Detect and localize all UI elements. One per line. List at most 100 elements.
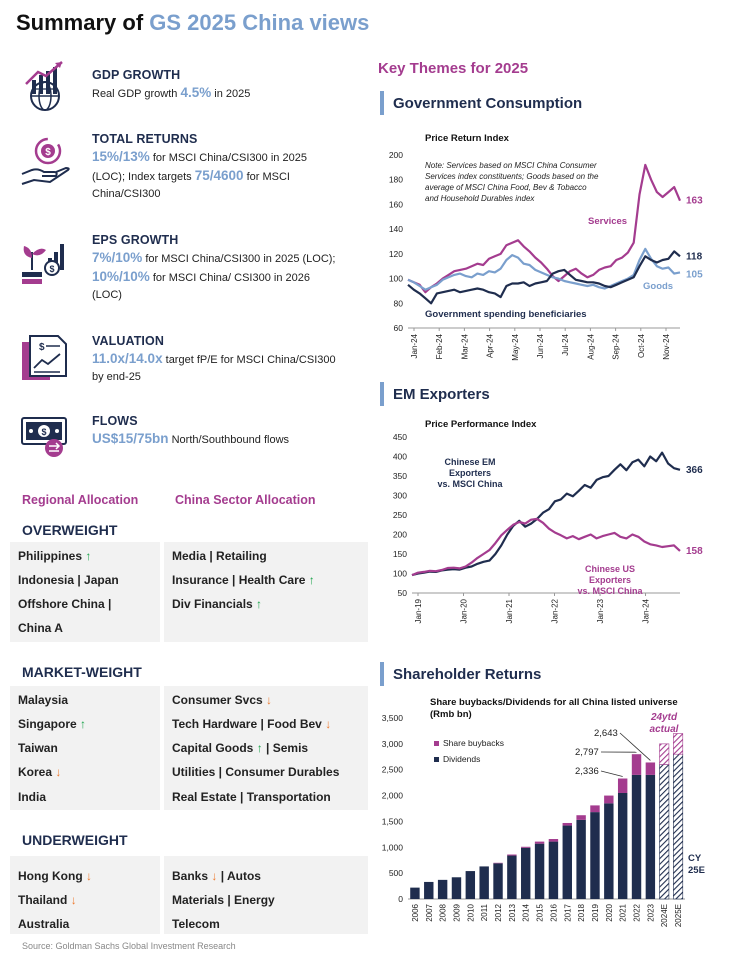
returns-text-2: for MSCI China/CSI300	[92, 171, 290, 200]
series-label-services: Services	[588, 216, 627, 227]
flows-block: FLOWS US$15/75bn North/Southbound flows	[92, 414, 337, 449]
gdp-heading: GDP GROWTH	[92, 68, 181, 82]
down-arrow-icon: ↓	[211, 869, 218, 883]
sector-utilities-durables: Utilities | Consumer Durables	[172, 765, 340, 779]
x-tick-label: Jan-23	[596, 598, 605, 623]
down-arrow-icon: ↓	[86, 869, 92, 883]
sector-banks-autos: Banks ↓ | Autos	[172, 869, 261, 883]
valuation-block: VALUATION 11.0x/14.0x target fP/E for MS…	[92, 334, 337, 386]
section-shareholder-returns: Shareholder Returns	[393, 666, 542, 683]
region-philippines: Philippines ↑	[18, 549, 92, 563]
y-tick-label: 180	[389, 175, 403, 185]
underweight-sector-box	[164, 856, 368, 934]
x-tick-label: Feb-24	[435, 333, 444, 359]
bar-dividends-2020	[604, 803, 614, 899]
region-malaysia: Malaysia	[18, 693, 69, 707]
price-performance-index-chart: 50 100 150 200 250 300 350 400 450 Jan-19 Jan-20 Ja…	[393, 432, 703, 623]
bar-dividends-2009	[451, 877, 462, 899]
svg-text:$: $	[49, 264, 54, 274]
eps-text-2: for MSCI China/ CSI300 in 2026 (LOC)	[92, 272, 310, 301]
total-returns-block: TOTAL RETURNS 15%/13% for MSCI China/CSI…	[92, 132, 337, 203]
series-label-us-exporters: Chinese US	[585, 564, 635, 574]
annotation-cy: CY	[688, 853, 702, 864]
svg-text:$: $	[45, 147, 51, 158]
series-line-2	[411, 517, 681, 577]
annotation-25e: 25E	[688, 865, 705, 876]
series-line-1	[407, 163, 682, 294]
data-label-leader	[619, 732, 651, 761]
bar-buybacks-2016	[548, 839, 559, 842]
series-line-1	[411, 451, 681, 577]
eps-growth-block: EPS GROWTH 7%/10% for MSCI China/CSI300 …	[92, 233, 337, 304]
series-label-us-exporters: vs. MSCI China	[577, 586, 643, 596]
x-tick-label: Jun-24	[536, 333, 545, 358]
flows-value: US$15/75bn	[92, 431, 169, 446]
sector-telecom: Telecom	[172, 917, 220, 931]
y-tick-label: 120	[389, 249, 403, 259]
bar-dividends-2011	[479, 866, 489, 899]
bar-dividends-2025E	[673, 753, 684, 900]
y-tick-label: 2,500	[382, 765, 404, 775]
series-label-goods: Goods	[643, 281, 673, 292]
y-tick-label: 300	[393, 491, 407, 501]
x-tick-label: 2007	[425, 903, 434, 921]
shareholder-returns-chart: 0 500 1,000 1,500 2,000 2,500 3,000 3,500 2006 20…	[382, 712, 705, 927]
bar-buybacks-2025E	[673, 733, 684, 755]
overweight-regional-box	[10, 542, 160, 642]
x-tick-label: 2022	[633, 903, 642, 921]
sector-insurance-health: Insurance | Health Care ↑	[172, 573, 315, 587]
chart-note-line: Services index constituents; Goods based…	[425, 172, 599, 181]
down-arrow-icon: ↓	[55, 765, 62, 779]
bar-dividends-2017	[562, 825, 572, 899]
section-accent-bar	[380, 662, 384, 686]
marketweight-header: MARKET-WEIGHT	[22, 664, 142, 680]
y-tick-label: 400	[393, 452, 407, 462]
y-tick-label: 500	[389, 868, 403, 878]
data-label: 2,336	[575, 766, 599, 777]
series-line-3	[407, 250, 681, 305]
bar-dividends-2013	[507, 855, 517, 899]
section-government-consumption: Government Consumption	[393, 95, 583, 112]
region-india: India	[18, 790, 47, 804]
gdp-growth-block: GDP GROWTH Real GDP growth 4.5% in 2025	[92, 68, 337, 103]
x-tick-label: 2015	[536, 903, 545, 921]
series-line-2	[407, 247, 681, 291]
x-tick-label: 2016	[549, 903, 558, 921]
x-tick-label: 2017	[563, 903, 572, 921]
sector-consumer-svcs: Consumer Svcs ↓	[172, 693, 273, 707]
y-tick-label: 1,000	[382, 842, 404, 852]
up-arrow-icon: ↑	[256, 597, 263, 611]
bar-buybacks-2020	[604, 795, 614, 804]
returns-heading: TOTAL RETURNS	[92, 132, 198, 146]
sector-div-financials: Div Financials ↑	[172, 597, 263, 611]
price-return-index-chart: 60 80 100 120 140 160 180 200 Jan-24 Feb-24 Mar-24…	[389, 150, 703, 361]
region-offshore-china: Offshore China |	[18, 597, 112, 611]
regional-allocation-header: Regional Allocation	[22, 493, 139, 507]
marketweight-sector-box	[164, 686, 368, 810]
series-end-label: 158	[686, 546, 703, 557]
bar-buybacks-2019	[590, 805, 600, 813]
bar-buybacks-2018	[576, 815, 586, 820]
flows-heading: FLOWS	[92, 414, 138, 428]
up-arrow-icon: ↑	[256, 741, 263, 755]
data-label-leader	[600, 770, 623, 777]
valuation-value: 11.0x/14.0x	[92, 351, 163, 366]
underweight-header: UNDERWEIGHT	[22, 832, 128, 848]
chart3-subtitle: (Rmb bn)	[430, 709, 472, 720]
key-themes-title: Key Themes for 2025	[378, 60, 529, 77]
x-tick-label: 2014	[522, 903, 531, 921]
annotation-24ytd: 24ytd	[650, 712, 678, 723]
valuation-text: target fP/E for MSCI China/CSI300 by end…	[92, 354, 336, 383]
bar-buybacks-2021	[617, 778, 628, 793]
region-singapore: Singapore ↑	[18, 717, 87, 731]
gdp-value: 4.5%	[180, 85, 212, 100]
up-arrow-icon: ↑	[308, 573, 315, 587]
sector-allocation-header: China Sector Allocation	[175, 493, 316, 507]
x-tick-label: 2008	[439, 903, 448, 921]
bar-buybacks-2012	[493, 862, 503, 864]
x-tick-label: Mar-24	[460, 333, 469, 359]
x-tick-label: 2024E	[660, 904, 669, 927]
y-tick-label: 150	[393, 549, 407, 559]
region-thailand: Thailand ↓	[18, 893, 77, 907]
section-em-exporters: EM Exporters	[393, 386, 490, 403]
